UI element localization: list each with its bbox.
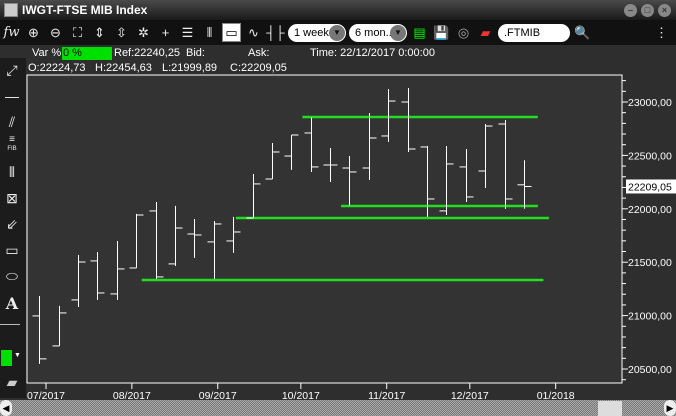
x-tick-label: 08/2017 <box>113 390 151 400</box>
maximize-button[interactable]: □ <box>641 4 654 17</box>
horizontal-grid-icon[interactable]: ☰ <box>181 24 194 40</box>
open-value: O:22224,73 <box>28 62 86 74</box>
plot-area <box>26 74 623 384</box>
period-value: 1 week <box>294 26 329 39</box>
scroll-left-icon[interactable]: ◀ <box>0 400 12 416</box>
gann-fan-icon[interactable]: ⊠ <box>6 190 18 206</box>
var-value: 0 % <box>62 47 112 60</box>
y-tick-label: 23000,00 <box>628 97 672 109</box>
title-bar: IWGT-FTSE MIB Index – □ × <box>0 0 676 20</box>
close-button[interactable]: × <box>658 4 671 17</box>
ellipse-icon[interactable]: ⬭ <box>6 268 18 284</box>
zoom-in-icon[interactable]: ⊕ <box>28 24 39 40</box>
bid-label: Bid: <box>186 47 205 59</box>
y-tick-label: 20500,00 <box>628 364 672 376</box>
search-icon[interactable]: 🔍 <box>574 24 591 40</box>
rectangle-icon[interactable]: ▭ <box>5 242 19 258</box>
y-tick-label: 22500,00 <box>628 150 672 162</box>
scroll-right-icon[interactable]: ▶ <box>664 400 676 416</box>
fit-icon[interactable]: ⛶ <box>72 24 83 40</box>
vertical-zoom-in-icon[interactable]: ⇕ <box>94 24 105 40</box>
fan-lines-icon[interactable]: ⇙ <box>6 216 18 232</box>
period-select[interactable]: 1 week ▼ <box>288 23 346 42</box>
minimize-button[interactable]: – <box>624 4 637 17</box>
var-label: Var %: <box>32 47 65 59</box>
chevron-down-icon[interactable]: ▼ <box>390 24 406 41</box>
fibonacci-icon[interactable]: ≡ FIB <box>7 134 17 153</box>
vertical-zoom-out-icon[interactable]: ⇳ <box>116 24 127 40</box>
text-icon[interactable]: A <box>5 294 19 313</box>
refresh-icon[interactable]: ◎ <box>457 24 470 40</box>
vertical-lines-icon[interactable]: ⦀ <box>8 164 16 180</box>
horizontal-scrollbar[interactable]: ◀ ▶ <box>0 400 676 416</box>
eraser-icon[interactable]: ▰ <box>6 374 18 390</box>
line-chart-icon[interactable]: ∿ <box>248 24 259 40</box>
y-tick-label: 21500,00 <box>628 257 672 269</box>
time-value: Time: 22/12/2017 0:00:00 <box>310 47 435 59</box>
ref-value: Ref:22240,25 <box>114 47 181 59</box>
range-select[interactable]: 6 mon.. ▼ <box>349 23 407 42</box>
fib-label: FIB <box>7 146 17 152</box>
symbol-value: .FTMIB <box>504 26 541 39</box>
export-icon[interactable]: ▰ <box>480 24 491 40</box>
line-arrow-icon[interactable]: ⤢ <box>6 62 18 78</box>
high-value: H:22454,63 <box>95 62 152 74</box>
x-tick-label: 12/2017 <box>451 390 489 400</box>
last-value-box <box>626 179 676 194</box>
window-icon[interactable]: ▭ <box>222 23 241 42</box>
horizontal-line-icon[interactable]: — <box>5 88 19 104</box>
ask-label: Ask: <box>248 47 270 59</box>
last-value-label: 22209,05 <box>628 181 672 193</box>
price-chart[interactable]: 20500,00 21000,00 21500,00 22000,00 22500,00… <box>0 0 676 400</box>
close-value: C:22209,05 <box>230 62 287 74</box>
fx-icon[interactable]: fw <box>3 25 20 40</box>
x-tick-label: 10/2017 <box>282 390 320 400</box>
y-tick-label: 22000,00 <box>628 204 672 216</box>
x-tick-label: 11/2017 <box>368 390 405 400</box>
low-value: L:21999,89 <box>162 62 218 74</box>
symbol-input[interactable]: .FTMIB <box>498 23 570 42</box>
parallel-lines-icon[interactable]: ⫽ <box>8 114 16 130</box>
divider <box>0 324 20 325</box>
chevron-down-icon[interactable]: ▼ <box>329 24 345 41</box>
reset-zoom-icon[interactable]: ✲ <box>138 24 149 40</box>
y-tick-label: 21000,00 <box>628 311 672 323</box>
crosshair-icon[interactable]: + <box>161 25 170 40</box>
menu-icon[interactable]: ⋮ <box>655 24 668 40</box>
x-tick-label: 09/2017 <box>199 390 237 400</box>
save-icon[interactable]: 💾 <box>433 24 450 40</box>
x-tick-label: 07/2017 <box>27 390 65 400</box>
zoom-out-icon[interactable]: ⊖ <box>50 24 61 40</box>
indicator-icon[interactable]: ▤ <box>413 24 426 40</box>
toolbar: fw ⊕ ⊖ ⛶ ⇕ ⇳ ✲ + ☰ ⦀ ▭ ∿ ┤├ 1 week ▼ 6 mo… <box>0 20 676 45</box>
app-icon <box>4 3 18 17</box>
chevron-down-icon[interactable]: ▼ <box>14 352 21 359</box>
ohlc-bar-icon[interactable]: ┤├ <box>266 25 285 40</box>
scrollbar-thumb[interactable] <box>598 401 622 416</box>
window-title: IWGT-FTSE MIB Index <box>22 3 148 17</box>
vertical-grid-icon[interactable]: ⦀ <box>206 24 213 40</box>
color-picker-icon[interactable] <box>1 350 12 366</box>
x-tick-label: 01/2018 <box>537 390 575 400</box>
drawing-tools: ⤢ — ⫽ ≡ FIB ⦀ ⊠ ⇙ ▭ ⬭ A ▼ ▰ <box>0 58 26 398</box>
range-value: 6 mon.. <box>355 26 392 39</box>
